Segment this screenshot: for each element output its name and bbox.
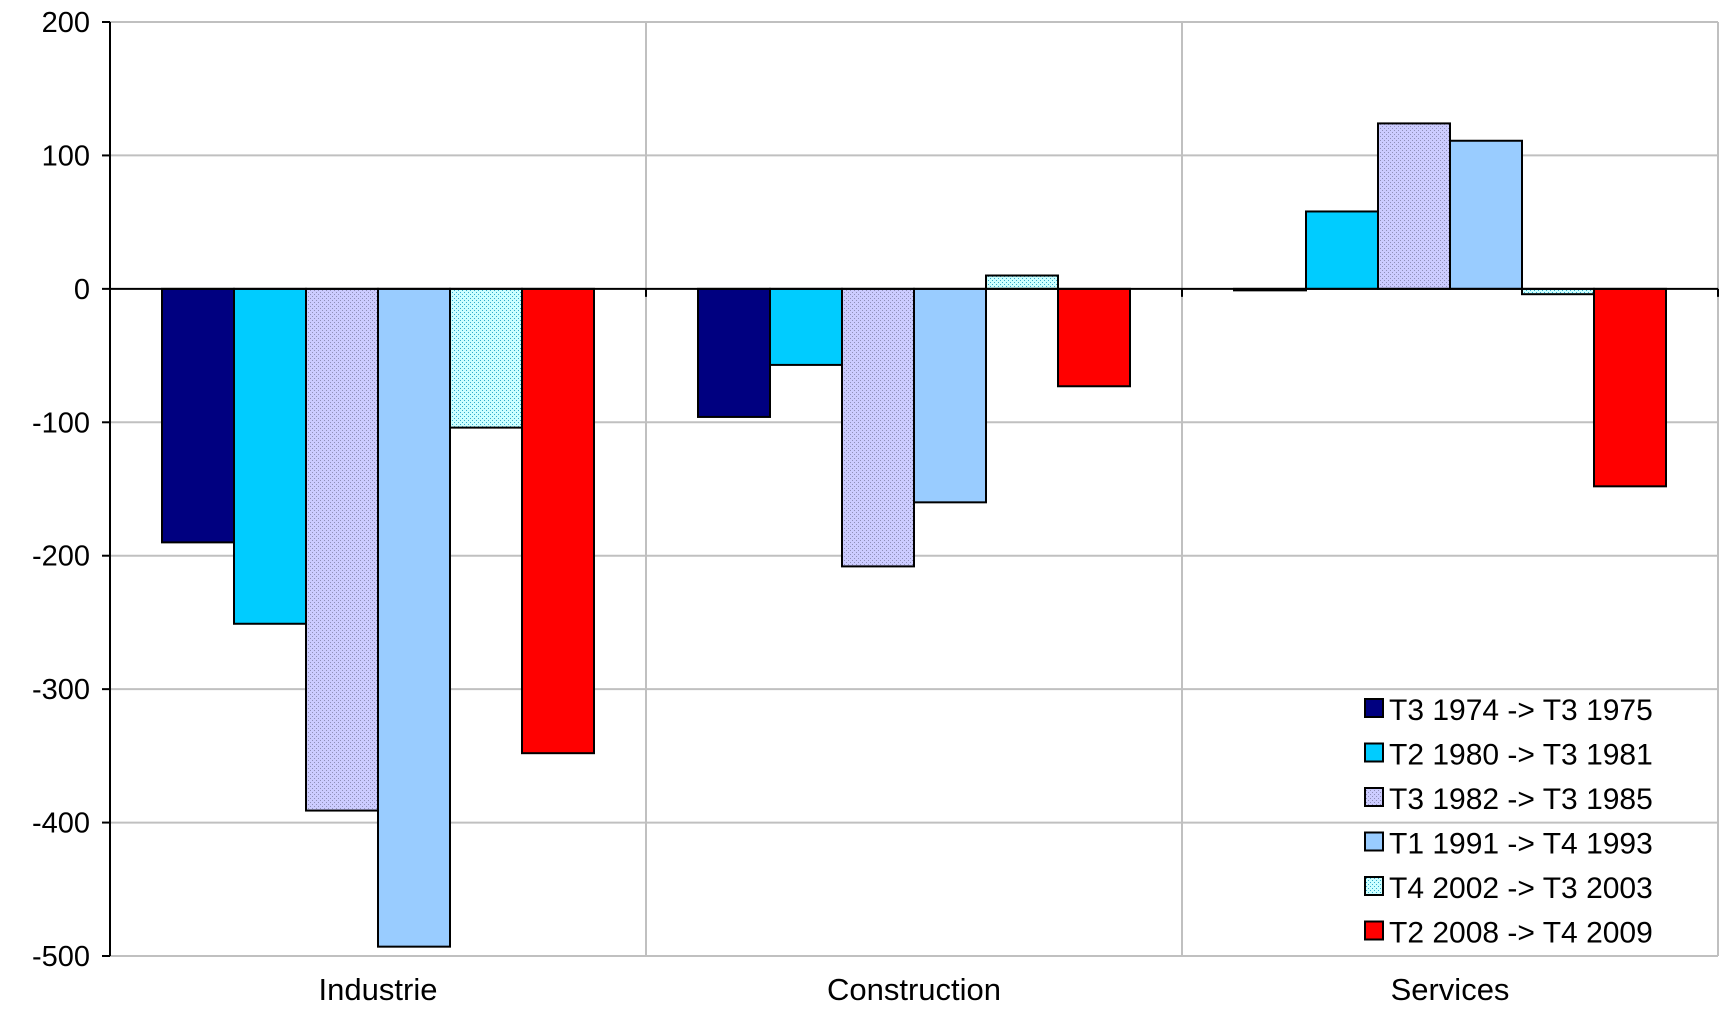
x-tick-label: Industrie bbox=[319, 972, 438, 1007]
bar bbox=[1305, 210, 1379, 290]
y-tick-label: -500 bbox=[32, 941, 90, 973]
y-tick-label: -100 bbox=[32, 407, 90, 439]
legend-label: T2 1980 -> T3 1981 bbox=[1389, 739, 1653, 772]
legend-swatch bbox=[1364, 698, 1384, 718]
bar bbox=[1377, 122, 1451, 290]
y-tick-label: -200 bbox=[32, 541, 90, 573]
legend-swatch bbox=[1364, 742, 1384, 763]
bar bbox=[985, 274, 1059, 290]
bar bbox=[1449, 139, 1523, 290]
x-tick-label: Services bbox=[1391, 972, 1510, 1007]
bar bbox=[521, 287, 595, 755]
legend: T3 1974 -> T3 1975 T2 1980 -> T3 1981 T3 1… bbox=[1364, 694, 1653, 950]
axes bbox=[102, 21, 1719, 957]
legend-swatch bbox=[1364, 920, 1384, 941]
bar bbox=[233, 287, 307, 625]
bars bbox=[161, 122, 1667, 948]
x-tick-label: Construction bbox=[827, 972, 1001, 1007]
bar bbox=[697, 287, 771, 418]
bar bbox=[1057, 287, 1131, 388]
legend-swatch bbox=[1364, 831, 1384, 852]
bar bbox=[449, 287, 523, 429]
bar bbox=[769, 287, 843, 366]
tick-labels: 200 100 0 -100 -200 -300 -400 -500 Industrie Cons… bbox=[32, 7, 1509, 1007]
bar bbox=[305, 287, 379, 812]
y-tick-label: 0 bbox=[74, 274, 90, 306]
legend-label: T4 2002 -> T3 2003 bbox=[1389, 872, 1653, 905]
y-tick-label: -400 bbox=[32, 808, 90, 840]
bar bbox=[841, 287, 915, 568]
legend-label: T1 1991 -> T4 1993 bbox=[1389, 828, 1653, 861]
legend-swatch bbox=[1364, 876, 1384, 896]
bar bbox=[377, 287, 451, 948]
bar bbox=[1593, 287, 1667, 488]
y-tick-label: 100 bbox=[42, 140, 90, 172]
legend-swatch bbox=[1364, 787, 1384, 807]
legend-label: T3 1982 -> T3 1985 bbox=[1389, 783, 1653, 816]
y-tick-label: 200 bbox=[42, 7, 90, 39]
bar bbox=[161, 287, 235, 544]
legend-label: T2 2008 -> T4 2009 bbox=[1389, 917, 1653, 950]
bar bbox=[913, 287, 987, 504]
legend-label: T3 1974 -> T3 1975 bbox=[1389, 694, 1653, 727]
y-tick-label: -300 bbox=[32, 674, 90, 706]
